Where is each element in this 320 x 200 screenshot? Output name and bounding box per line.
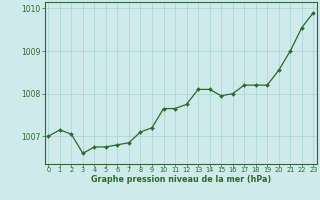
X-axis label: Graphe pression niveau de la mer (hPa): Graphe pression niveau de la mer (hPa)	[91, 175, 271, 184]
